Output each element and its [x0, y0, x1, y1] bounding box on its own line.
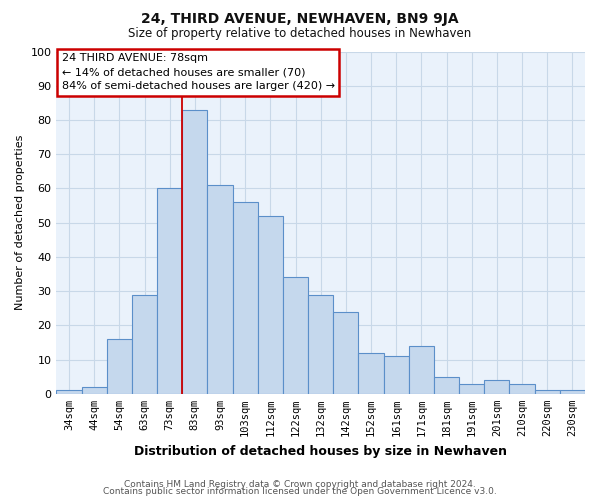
X-axis label: Distribution of detached houses by size in Newhaven: Distribution of detached houses by size …	[134, 444, 507, 458]
Bar	[535, 390, 560, 394]
Bar	[383, 356, 409, 394]
Text: 24, THIRD AVENUE, NEWHAVEN, BN9 9JA: 24, THIRD AVENUE, NEWHAVEN, BN9 9JA	[141, 12, 459, 26]
Bar	[459, 384, 484, 394]
Bar	[308, 294, 333, 394]
Bar	[358, 352, 383, 394]
Bar	[283, 278, 308, 394]
Text: Contains public sector information licensed under the Open Government Licence v3: Contains public sector information licen…	[103, 487, 497, 496]
Bar	[258, 216, 283, 394]
Text: Contains HM Land Registry data © Crown copyright and database right 2024.: Contains HM Land Registry data © Crown c…	[124, 480, 476, 489]
Bar	[56, 390, 82, 394]
Bar	[233, 202, 258, 394]
Text: 24 THIRD AVENUE: 78sqm
← 14% of detached houses are smaller (70)
84% of semi-det: 24 THIRD AVENUE: 78sqm ← 14% of detached…	[62, 53, 335, 91]
Bar	[107, 339, 132, 394]
Bar	[182, 110, 208, 394]
Bar	[132, 294, 157, 394]
Bar	[509, 384, 535, 394]
Bar	[434, 376, 459, 394]
Bar	[157, 188, 182, 394]
Bar	[484, 380, 509, 394]
Bar	[409, 346, 434, 394]
Text: Size of property relative to detached houses in Newhaven: Size of property relative to detached ho…	[128, 28, 472, 40]
Bar	[82, 387, 107, 394]
Bar	[208, 185, 233, 394]
Y-axis label: Number of detached properties: Number of detached properties	[15, 135, 25, 310]
Bar	[560, 390, 585, 394]
Bar	[333, 312, 358, 394]
